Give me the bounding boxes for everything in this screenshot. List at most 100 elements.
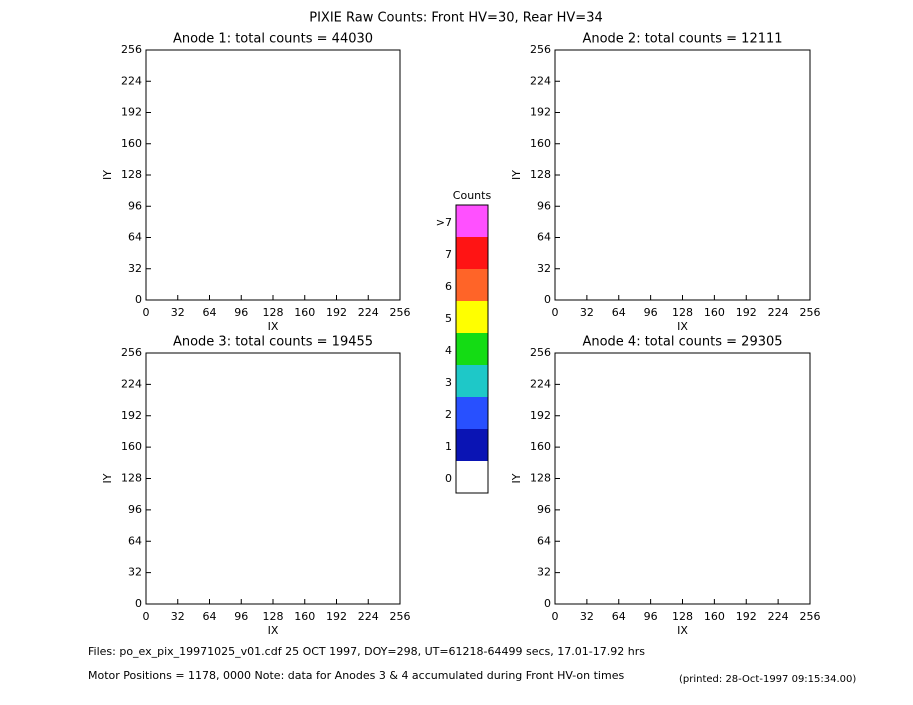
x-tick-label: 32 — [580, 610, 594, 623]
x-tick-label: 0 — [143, 306, 150, 319]
y-tick-label: 224 — [530, 74, 551, 87]
colorbar-label: 4 — [445, 344, 452, 357]
x-tick-label: 128 — [672, 306, 693, 319]
plot-frame — [145, 49, 401, 301]
plot-frame — [554, 49, 811, 301]
footer-motor: Motor Positions = 1178, 0000 Note: data … — [88, 669, 624, 682]
x-tick-label: 96 — [644, 306, 658, 319]
x-tick-label: 224 — [768, 610, 789, 623]
colorbar-label: 1 — [445, 440, 452, 453]
y-tick-label: 192 — [121, 106, 142, 119]
x-tick-label: 0 — [552, 306, 559, 319]
colorbar-swatch — [456, 205, 488, 237]
panel-title: Anode 1: total counts = 44030 — [173, 32, 373, 47]
x-tick-label: 96 — [644, 610, 658, 623]
footer-files: Files: po_ex_pix_19971025_v01.cdf 25 OCT… — [88, 645, 645, 658]
x-tick-label: 32 — [580, 306, 594, 319]
y-tick-label: 0 — [544, 597, 551, 610]
colorbar-swatch — [456, 429, 488, 461]
colorbar-frame — [455, 204, 489, 494]
colorbar-swatch — [456, 301, 488, 333]
x-tick-label: 192 — [736, 306, 757, 319]
x-tick-label: 128 — [263, 306, 284, 319]
colorbar-swatch — [456, 365, 488, 397]
y-tick-label: 256 — [530, 43, 551, 56]
x-tick-label: 256 — [390, 610, 411, 623]
x-tick-label: 160 — [294, 610, 315, 623]
x-tick-label: 32 — [171, 610, 185, 623]
y-tick-label: 96 — [537, 503, 551, 516]
y-tick-label: 256 — [121, 43, 142, 56]
x-tick-label: 160 — [294, 306, 315, 319]
y-tick-label: 64 — [128, 231, 142, 244]
x-tick-label: 192 — [326, 306, 347, 319]
colorbar-swatch — [456, 269, 488, 301]
y-axis-label: IY — [101, 473, 114, 483]
y-tick-label: 256 — [121, 346, 142, 359]
y-axis-label: IY — [510, 473, 523, 483]
colorbar-label: 6 — [445, 280, 452, 293]
x-tick-label: 256 — [800, 610, 821, 623]
y-tick-label: 32 — [128, 262, 142, 275]
footer-printed: (printed: 28-Oct-1997 09:15:34.00) — [679, 674, 856, 685]
y-axis-label: IY — [101, 170, 114, 180]
y-tick-label: 96 — [128, 503, 142, 516]
y-tick-label: 0 — [544, 293, 551, 306]
x-tick-label: 96 — [234, 306, 248, 319]
colorbar-swatch — [456, 397, 488, 429]
x-tick-label: 96 — [234, 610, 248, 623]
x-tick-label: 64 — [612, 306, 626, 319]
plot-frame — [145, 352, 401, 605]
x-axis-label: IX — [268, 624, 279, 637]
y-tick-label: 224 — [530, 377, 551, 390]
y-tick-label: 256 — [530, 346, 551, 359]
x-tick-label: 192 — [326, 610, 347, 623]
colorbar-label: 7 — [445, 248, 452, 261]
colorbar-label: 3 — [445, 376, 452, 389]
x-tick-label: 224 — [768, 306, 789, 319]
colorbar-label: 0 — [445, 472, 452, 485]
y-tick-label: 192 — [530, 106, 551, 119]
x-tick-label: 160 — [704, 610, 725, 623]
y-tick-label: 64 — [128, 534, 142, 547]
x-tick-label: 64 — [203, 610, 217, 623]
x-tick-label: 256 — [390, 306, 411, 319]
y-tick-label: 32 — [537, 566, 551, 579]
y-tick-label: 0 — [135, 597, 142, 610]
x-tick-label: 64 — [203, 306, 217, 319]
y-tick-label: 128 — [121, 168, 142, 181]
colorbar-label: >7 — [436, 216, 452, 229]
y-tick-label: 96 — [128, 199, 142, 212]
plot-frame — [554, 352, 811, 605]
colorbar-swatch — [456, 237, 488, 269]
x-axis-label: IX — [677, 320, 688, 333]
y-tick-label: 128 — [530, 168, 551, 181]
y-tick-label: 64 — [537, 231, 551, 244]
x-tick-label: 32 — [171, 306, 185, 319]
colorbar-label: 2 — [445, 408, 452, 421]
colorbar-swatch — [456, 333, 488, 365]
y-tick-label: 0 — [135, 293, 142, 306]
y-tick-label: 128 — [121, 472, 142, 485]
y-tick-label: 32 — [128, 566, 142, 579]
x-tick-label: 256 — [800, 306, 821, 319]
colorbar-label: 5 — [445, 312, 452, 325]
x-tick-label: 0 — [143, 610, 150, 623]
y-tick-label: 224 — [121, 377, 142, 390]
panel-title: Anode 4: total counts = 29305 — [582, 335, 782, 350]
x-axis-label: IX — [268, 320, 279, 333]
y-tick-label: 160 — [530, 137, 551, 150]
x-tick-label: 128 — [263, 610, 284, 623]
y-tick-label: 224 — [121, 74, 142, 87]
x-tick-label: 160 — [704, 306, 725, 319]
x-tick-label: 128 — [672, 610, 693, 623]
y-tick-label: 96 — [537, 199, 551, 212]
x-axis-label: IX — [677, 624, 688, 637]
colorbar-swatch — [456, 461, 488, 493]
y-tick-label: 192 — [530, 409, 551, 422]
x-tick-label: 0 — [552, 610, 559, 623]
colorbar-title: Counts — [453, 189, 492, 202]
page-title: PIXIE Raw Counts: Front HV=30, Rear HV=3… — [309, 11, 603, 26]
y-axis-label: IY — [510, 170, 523, 180]
